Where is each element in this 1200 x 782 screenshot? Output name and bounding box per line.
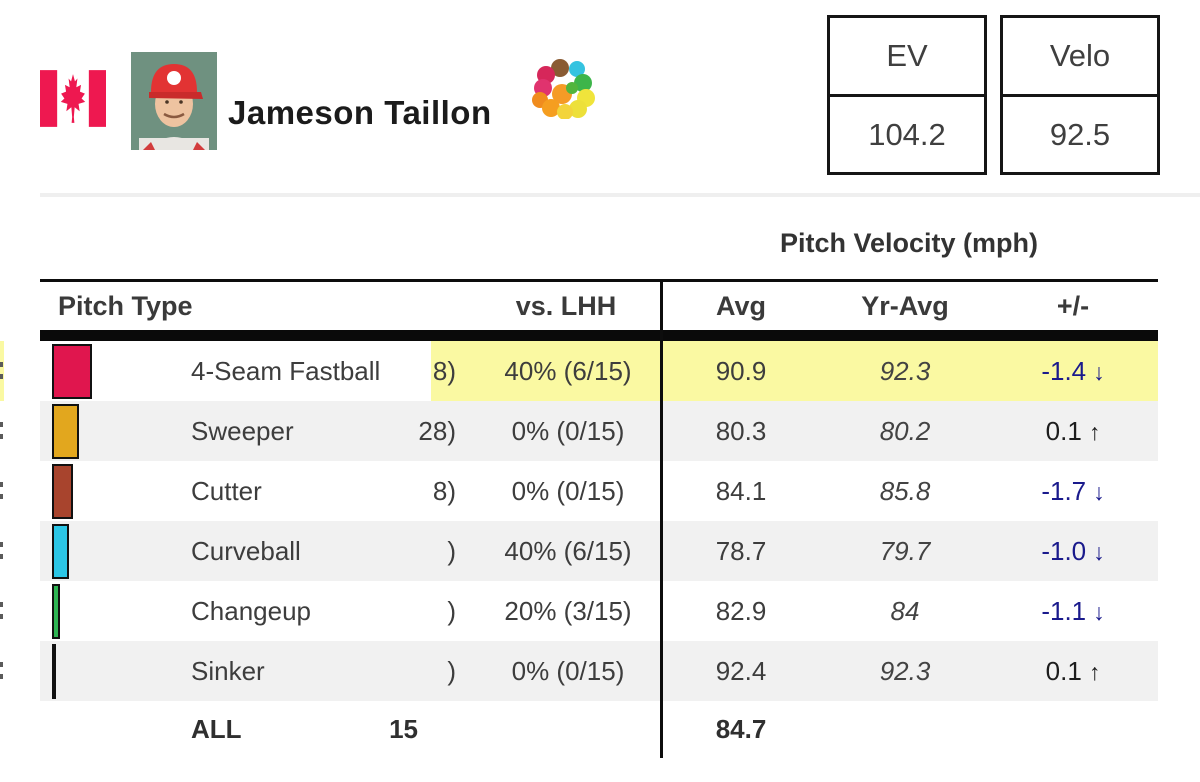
row-highlight-sliver (0, 341, 4, 401)
header-underline (40, 330, 1158, 341)
pitch-color-swatch (52, 583, 60, 639)
vs-lhh-value: 0% (0/15) (511, 655, 625, 686)
clipped-edge-artifact (0, 482, 3, 487)
column-header-avg[interactable]: Avg (715, 290, 766, 321)
velocity-diff: -1.0 ↓ (1041, 535, 1105, 566)
year-avg-velocity: 92.3 (879, 355, 931, 386)
table-row[interactable]: Cutter 8) 0% (0/15) 84.1 85.8 -1.7 ↓ (0, 461, 1158, 521)
pitch-name: Sweeper (191, 415, 294, 446)
clipped-usage-fragment: ) (447, 535, 456, 566)
totals-label: ALL (191, 714, 242, 744)
avg-velocity: 84.1 (715, 475, 767, 506)
pitch-name: Sinker (191, 655, 265, 686)
up-arrow-icon: ↑ (1088, 418, 1101, 445)
total-avg-velocity: 84.7 (715, 714, 767, 744)
velo-label: Velo (1003, 18, 1157, 97)
velo-box: Velo 92.5 (1000, 15, 1160, 175)
vs-lhh-value: 40% (6/15) (504, 355, 632, 386)
ev-value: 104.2 (868, 116, 946, 152)
pitch-name: 4-Seam Fastball (191, 355, 381, 386)
avg-velocity: 90.9 (715, 355, 767, 386)
table-row[interactable]: Sweeper 28) 0% (0/15) 80.3 80.2 0.1 ↑ (0, 401, 1158, 461)
player-headshot (131, 52, 217, 150)
pitch-mix-flower-icon (532, 59, 595, 119)
ev-label: EV (830, 18, 984, 97)
clipped-edge-artifact (0, 662, 3, 667)
velocity-diff: 0.1 ↑ (1045, 415, 1101, 446)
clipped-edge-artifact (0, 422, 3, 427)
velocity-diff: 0.1 ↑ (1045, 655, 1101, 686)
velocity-diff: -1.1 ↓ (1041, 595, 1105, 626)
pitch-velocity-group-header: Pitch Velocity (mph) (779, 228, 1039, 258)
clipped-edge-artifact (0, 542, 3, 547)
year-avg-velocity: 84 (890, 595, 920, 626)
down-arrow-icon: ↓ (1093, 358, 1105, 385)
avg-velocity: 78.7 (715, 535, 767, 566)
exit-velocity-box: EV 104.2 (827, 15, 987, 175)
vs-lhh-value: 0% (0/15) (511, 415, 625, 446)
column-header-yr-avg[interactable]: Yr-Avg (861, 290, 949, 321)
total-pitch-count: 15 (389, 714, 418, 744)
table-row[interactable]: Sinker ) 0% (0/15) 92.4 92.3 0.1 ↑ (0, 641, 1158, 701)
year-avg-velocity: 79.7 (879, 535, 931, 566)
table-header-row: Pitch Type vs. LHH Avg Yr-Avg +/- (0, 282, 1158, 330)
pitch-color-swatch (52, 643, 56, 699)
avg-velocity: 92.4 (715, 655, 767, 686)
clipped-usage-fragment: ) (447, 595, 456, 626)
clipped-usage-fragment: 8) (432, 355, 456, 386)
pitch-color-swatch (52, 523, 69, 579)
vs-lhh-value: 40% (6/15) (504, 535, 632, 566)
velocity-diff: -1.4 ↓ (1041, 355, 1105, 386)
avg-velocity: 80.3 (715, 415, 767, 446)
pitch-color-swatch (52, 343, 92, 399)
table-row[interactable]: Changeup ) 20% (3/15) 82.9 84 -1.1 ↓ (0, 581, 1158, 641)
year-avg-velocity: 80.2 (879, 415, 931, 446)
player-name: Jameson Taillon (228, 94, 492, 131)
clipped-usage-fragment: ) (447, 655, 456, 686)
year-avg-velocity: 92.3 (879, 655, 931, 686)
clipped-edge-artifact (0, 602, 3, 607)
table-top-border (40, 279, 1158, 282)
pitch-color-swatch (52, 463, 73, 519)
year-avg-velocity: 85.8 (879, 475, 931, 506)
table-row[interactable]: Curveball ) 40% (6/15) 78.7 79.7 -1.0 ↓ (0, 521, 1158, 581)
clipped-usage-fragment: 8) (432, 475, 456, 506)
clipped-edge-artifact (0, 362, 3, 367)
velocity-section-divider (660, 282, 663, 758)
column-header-pitch-type[interactable]: Pitch Type (58, 290, 193, 321)
pitch-name: Changeup (191, 595, 311, 626)
table-totals-row: ALL 15 84.7 (0, 701, 1158, 758)
down-arrow-icon: ↓ (1093, 598, 1105, 625)
pitch-color-swatch (52, 403, 79, 459)
column-header-plus-minus[interactable]: +/- (1056, 290, 1090, 321)
vs-lhh-value: 0% (0/15) (511, 475, 625, 506)
table-body: 4-Seam Fastball 8) 40% (6/15) 90.9 92.3 … (0, 341, 1158, 758)
clipped-usage-fragment: 28) (418, 415, 456, 446)
pitch-name: Curveball (191, 535, 301, 566)
down-arrow-icon: ↓ (1093, 478, 1105, 505)
table-row[interactable]: 4-Seam Fastball 8) 40% (6/15) 90.9 92.3 … (0, 341, 1158, 401)
vs-lhh-value: 20% (3/15) (504, 595, 632, 626)
pitch-name: Cutter (191, 475, 262, 506)
up-arrow-icon: ↑ (1088, 658, 1101, 685)
row-highlight (431, 341, 1158, 401)
section-divider (40, 193, 1200, 197)
velocity-diff: -1.7 ↓ (1041, 475, 1105, 506)
column-header-vs-lhh[interactable]: vs. LHH (515, 290, 617, 321)
down-arrow-icon: ↓ (1093, 538, 1105, 565)
canada-flag-icon (40, 70, 106, 127)
velo-value: 92.5 (1049, 116, 1111, 152)
avg-velocity: 82.9 (715, 595, 767, 626)
